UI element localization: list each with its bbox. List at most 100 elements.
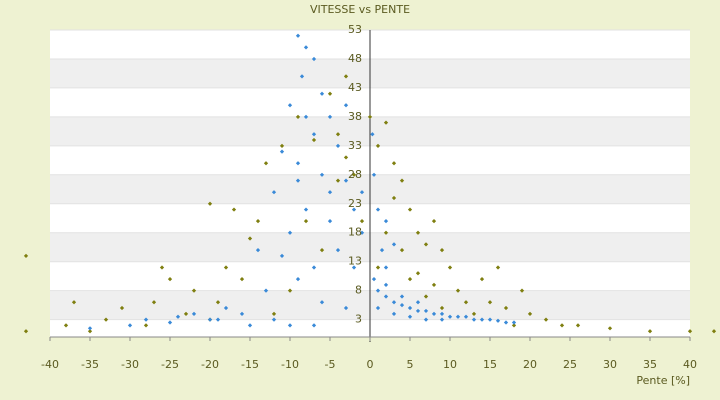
point <box>371 276 377 282</box>
point <box>311 137 317 143</box>
x-axis-label: Pente [%] <box>636 374 690 387</box>
point <box>271 311 277 316</box>
point <box>207 201 213 206</box>
point <box>23 253 29 259</box>
point <box>351 172 357 177</box>
point <box>575 323 581 328</box>
point <box>375 265 381 270</box>
y-tick-label: 28 <box>348 168 362 181</box>
point <box>215 300 221 305</box>
point <box>391 195 397 201</box>
point <box>455 314 461 319</box>
point <box>359 219 365 224</box>
point <box>295 161 301 166</box>
point <box>359 230 365 235</box>
point <box>439 305 445 311</box>
point <box>431 219 437 224</box>
point <box>127 323 133 328</box>
x-tick-label: 0 <box>367 358 374 371</box>
point <box>271 317 277 322</box>
point <box>183 311 189 316</box>
point <box>479 317 485 322</box>
point <box>503 305 509 311</box>
point <box>503 320 509 325</box>
point <box>303 219 309 224</box>
point <box>287 230 293 235</box>
point <box>423 294 429 299</box>
point <box>375 305 381 311</box>
point <box>191 288 197 293</box>
y-tick-label: 18 <box>348 226 362 239</box>
point <box>335 143 341 148</box>
point <box>303 207 309 212</box>
point <box>231 207 237 212</box>
x-tick-label: 40 <box>683 358 697 371</box>
point <box>295 276 301 282</box>
point <box>335 132 341 137</box>
point <box>167 276 173 282</box>
point <box>351 207 357 212</box>
point <box>379 247 385 253</box>
point <box>383 230 389 235</box>
point <box>511 323 517 328</box>
point <box>343 178 349 183</box>
point <box>343 305 349 311</box>
x-tick-label: -5 <box>325 358 336 371</box>
y-tick-label: 38 <box>348 110 362 123</box>
point <box>431 282 437 287</box>
point <box>215 317 221 322</box>
y-tick-label: 23 <box>348 197 362 210</box>
point <box>279 149 285 154</box>
point <box>295 178 301 183</box>
point <box>399 247 405 253</box>
point <box>207 317 213 322</box>
point <box>351 265 357 270</box>
point <box>223 305 229 311</box>
point <box>383 265 389 270</box>
point <box>399 303 405 308</box>
x-tick-label: 15 <box>483 358 497 371</box>
x-tick-label: 10 <box>443 358 457 371</box>
y-tick-label: 43 <box>348 81 362 94</box>
point <box>415 271 421 276</box>
point <box>391 300 397 305</box>
point <box>223 265 229 270</box>
x-tick-label: 30 <box>603 358 617 371</box>
point <box>543 317 549 322</box>
point <box>407 207 413 212</box>
point <box>423 308 429 314</box>
y-tick-label: 53 <box>348 23 362 36</box>
x-tick-label: 5 <box>407 358 414 371</box>
point <box>527 311 533 316</box>
point <box>311 132 317 137</box>
point <box>407 276 413 282</box>
x-tick-label: 35 <box>643 358 657 371</box>
point <box>415 300 421 305</box>
point <box>399 294 405 299</box>
point <box>175 314 181 319</box>
point <box>399 178 405 183</box>
point <box>327 219 333 224</box>
point <box>167 320 173 325</box>
point <box>375 143 381 148</box>
point <box>335 247 341 253</box>
point <box>383 294 389 299</box>
point <box>287 323 293 328</box>
point <box>391 242 397 247</box>
x-tick-label: -25 <box>161 358 179 371</box>
point <box>370 132 375 137</box>
point <box>463 300 469 305</box>
point <box>407 305 413 311</box>
point <box>287 288 293 293</box>
point <box>383 219 389 224</box>
point <box>143 317 149 322</box>
point <box>559 323 565 328</box>
point <box>415 230 421 235</box>
point <box>327 190 333 195</box>
y-tick-label: 8 <box>355 284 362 297</box>
point <box>263 161 269 166</box>
point <box>607 326 613 331</box>
point <box>271 190 277 195</box>
chart-title: VITESSE vs PENTE <box>310 3 410 16</box>
